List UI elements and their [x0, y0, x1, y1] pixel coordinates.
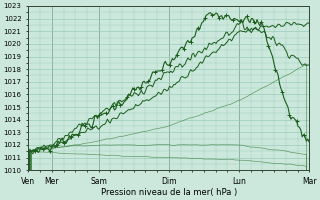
X-axis label: Pression niveau de la mer( hPa ): Pression niveau de la mer( hPa ): [101, 188, 237, 197]
